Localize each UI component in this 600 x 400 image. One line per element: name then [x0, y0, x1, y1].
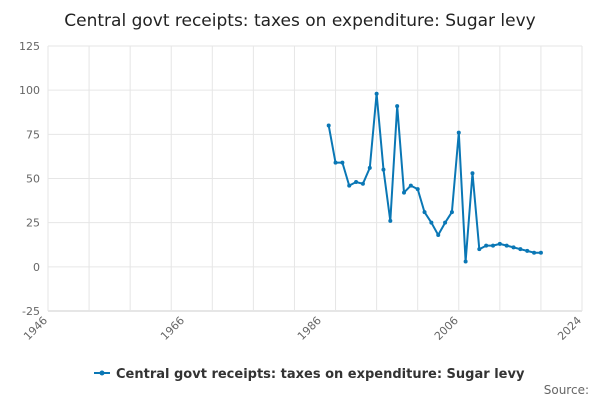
data-point[interactable]: [511, 245, 516, 250]
series-layer: [326, 91, 543, 264]
x-tick-label: 1966: [158, 314, 187, 343]
chart-title: Central govt receipts: taxes on expendit…: [64, 11, 535, 31]
data-point[interactable]: [463, 259, 468, 264]
x-axis-ticks: 1946 1966 1986 2006 2024: [21, 314, 584, 343]
data-point[interactable]: [415, 187, 420, 192]
data-point[interactable]: [422, 210, 427, 215]
data-point[interactable]: [456, 130, 461, 135]
x-tick-label: 1986: [295, 314, 324, 343]
y-tick-label: 100: [19, 84, 40, 97]
data-point[interactable]: [538, 250, 543, 255]
data-point[interactable]: [477, 247, 482, 252]
y-tick-label: 25: [26, 217, 40, 230]
data-point[interactable]: [484, 243, 489, 248]
data-point[interactable]: [470, 171, 475, 176]
data-point[interactable]: [532, 250, 537, 255]
x-tick-label: 2024: [555, 314, 584, 343]
x-tick-label: 1946: [21, 314, 50, 343]
x-tick-label: 2006: [432, 314, 461, 343]
data-point[interactable]: [504, 243, 509, 248]
legend[interactable]: Central govt receipts: taxes on expendit…: [94, 367, 525, 382]
data-point[interactable]: [449, 210, 454, 215]
data-point[interactable]: [381, 167, 386, 172]
data-point[interactable]: [367, 165, 372, 170]
data-point[interactable]: [395, 104, 400, 109]
data-point[interactable]: [525, 248, 530, 253]
y-axis-ticks: 125 100 75 50 25 0 -25: [19, 40, 40, 318]
data-point[interactable]: [491, 243, 495, 248]
data-point[interactable]: [333, 160, 338, 165]
legend-marker-swatch: [99, 370, 105, 376]
data-point[interactable]: [326, 123, 331, 128]
data-point[interactable]: [436, 233, 441, 238]
data-point[interactable]: [402, 190, 406, 195]
legend-label: Central govt receipts: taxes on expendit…: [116, 367, 525, 382]
grid: [47, 45, 583, 312]
data-point[interactable]: [408, 183, 413, 188]
data-point[interactable]: [360, 181, 365, 186]
y-tick-label: 0: [33, 261, 40, 274]
data-point[interactable]: [443, 220, 448, 225]
data-point[interactable]: [429, 220, 434, 225]
data-point[interactable]: [374, 91, 379, 96]
data-point[interactable]: [388, 218, 393, 223]
data-point[interactable]: [347, 183, 352, 188]
y-tick-label: 50: [26, 173, 40, 186]
y-tick-label: -25: [22, 305, 40, 318]
data-point[interactable]: [340, 160, 345, 165]
data-point[interactable]: [354, 180, 359, 185]
y-tick-label: 75: [26, 128, 40, 141]
source-label: Source:: [544, 383, 589, 397]
series-line: [327, 92, 541, 263]
data-point[interactable]: [497, 241, 502, 246]
data-point[interactable]: [518, 247, 523, 252]
y-tick-label: 125: [19, 40, 40, 53]
